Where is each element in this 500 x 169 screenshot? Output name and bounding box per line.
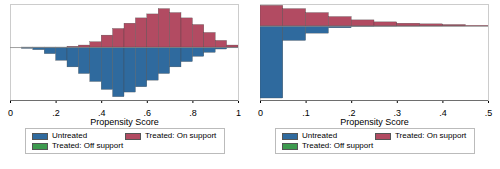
- svg-text:0: 0: [258, 108, 263, 118]
- html-text:Treated: Off support: Treated: Off support: [52, 141, 124, 150]
- svg-text:.3: .3: [393, 107, 402, 118]
- svg-text:Propensity Score: Propensity Score: [90, 117, 159, 127]
- svg-text:1: 1: [236, 108, 241, 118]
- html-text:Treated: Off support: Treated: Off support: [302, 141, 374, 150]
- svg-text:.5: .5: [485, 108, 493, 118]
- svg-text:.4: .4: [97, 107, 106, 118]
- html-text:Untreated: Untreated: [302, 131, 338, 140]
- svg-text:.6: .6: [143, 107, 152, 118]
- svg-text:.1: .1: [302, 108, 310, 118]
- svg-text:.2: .2: [347, 107, 356, 118]
- svg-text:Propensity Score: Propensity Score: [340, 117, 409, 127]
- svg-text:0: 0: [8, 108, 13, 118]
- svg-text:.2: .2: [52, 108, 60, 118]
- html-text:Treated: On support: Treated: On support: [145, 131, 217, 140]
- svg-text:.4: .4: [439, 108, 447, 118]
- svg-text:.8: .8: [189, 108, 197, 118]
- html-text:Treated: On support: Treated: On support: [395, 131, 467, 140]
- html-text:Untreated: Untreated: [52, 131, 88, 140]
